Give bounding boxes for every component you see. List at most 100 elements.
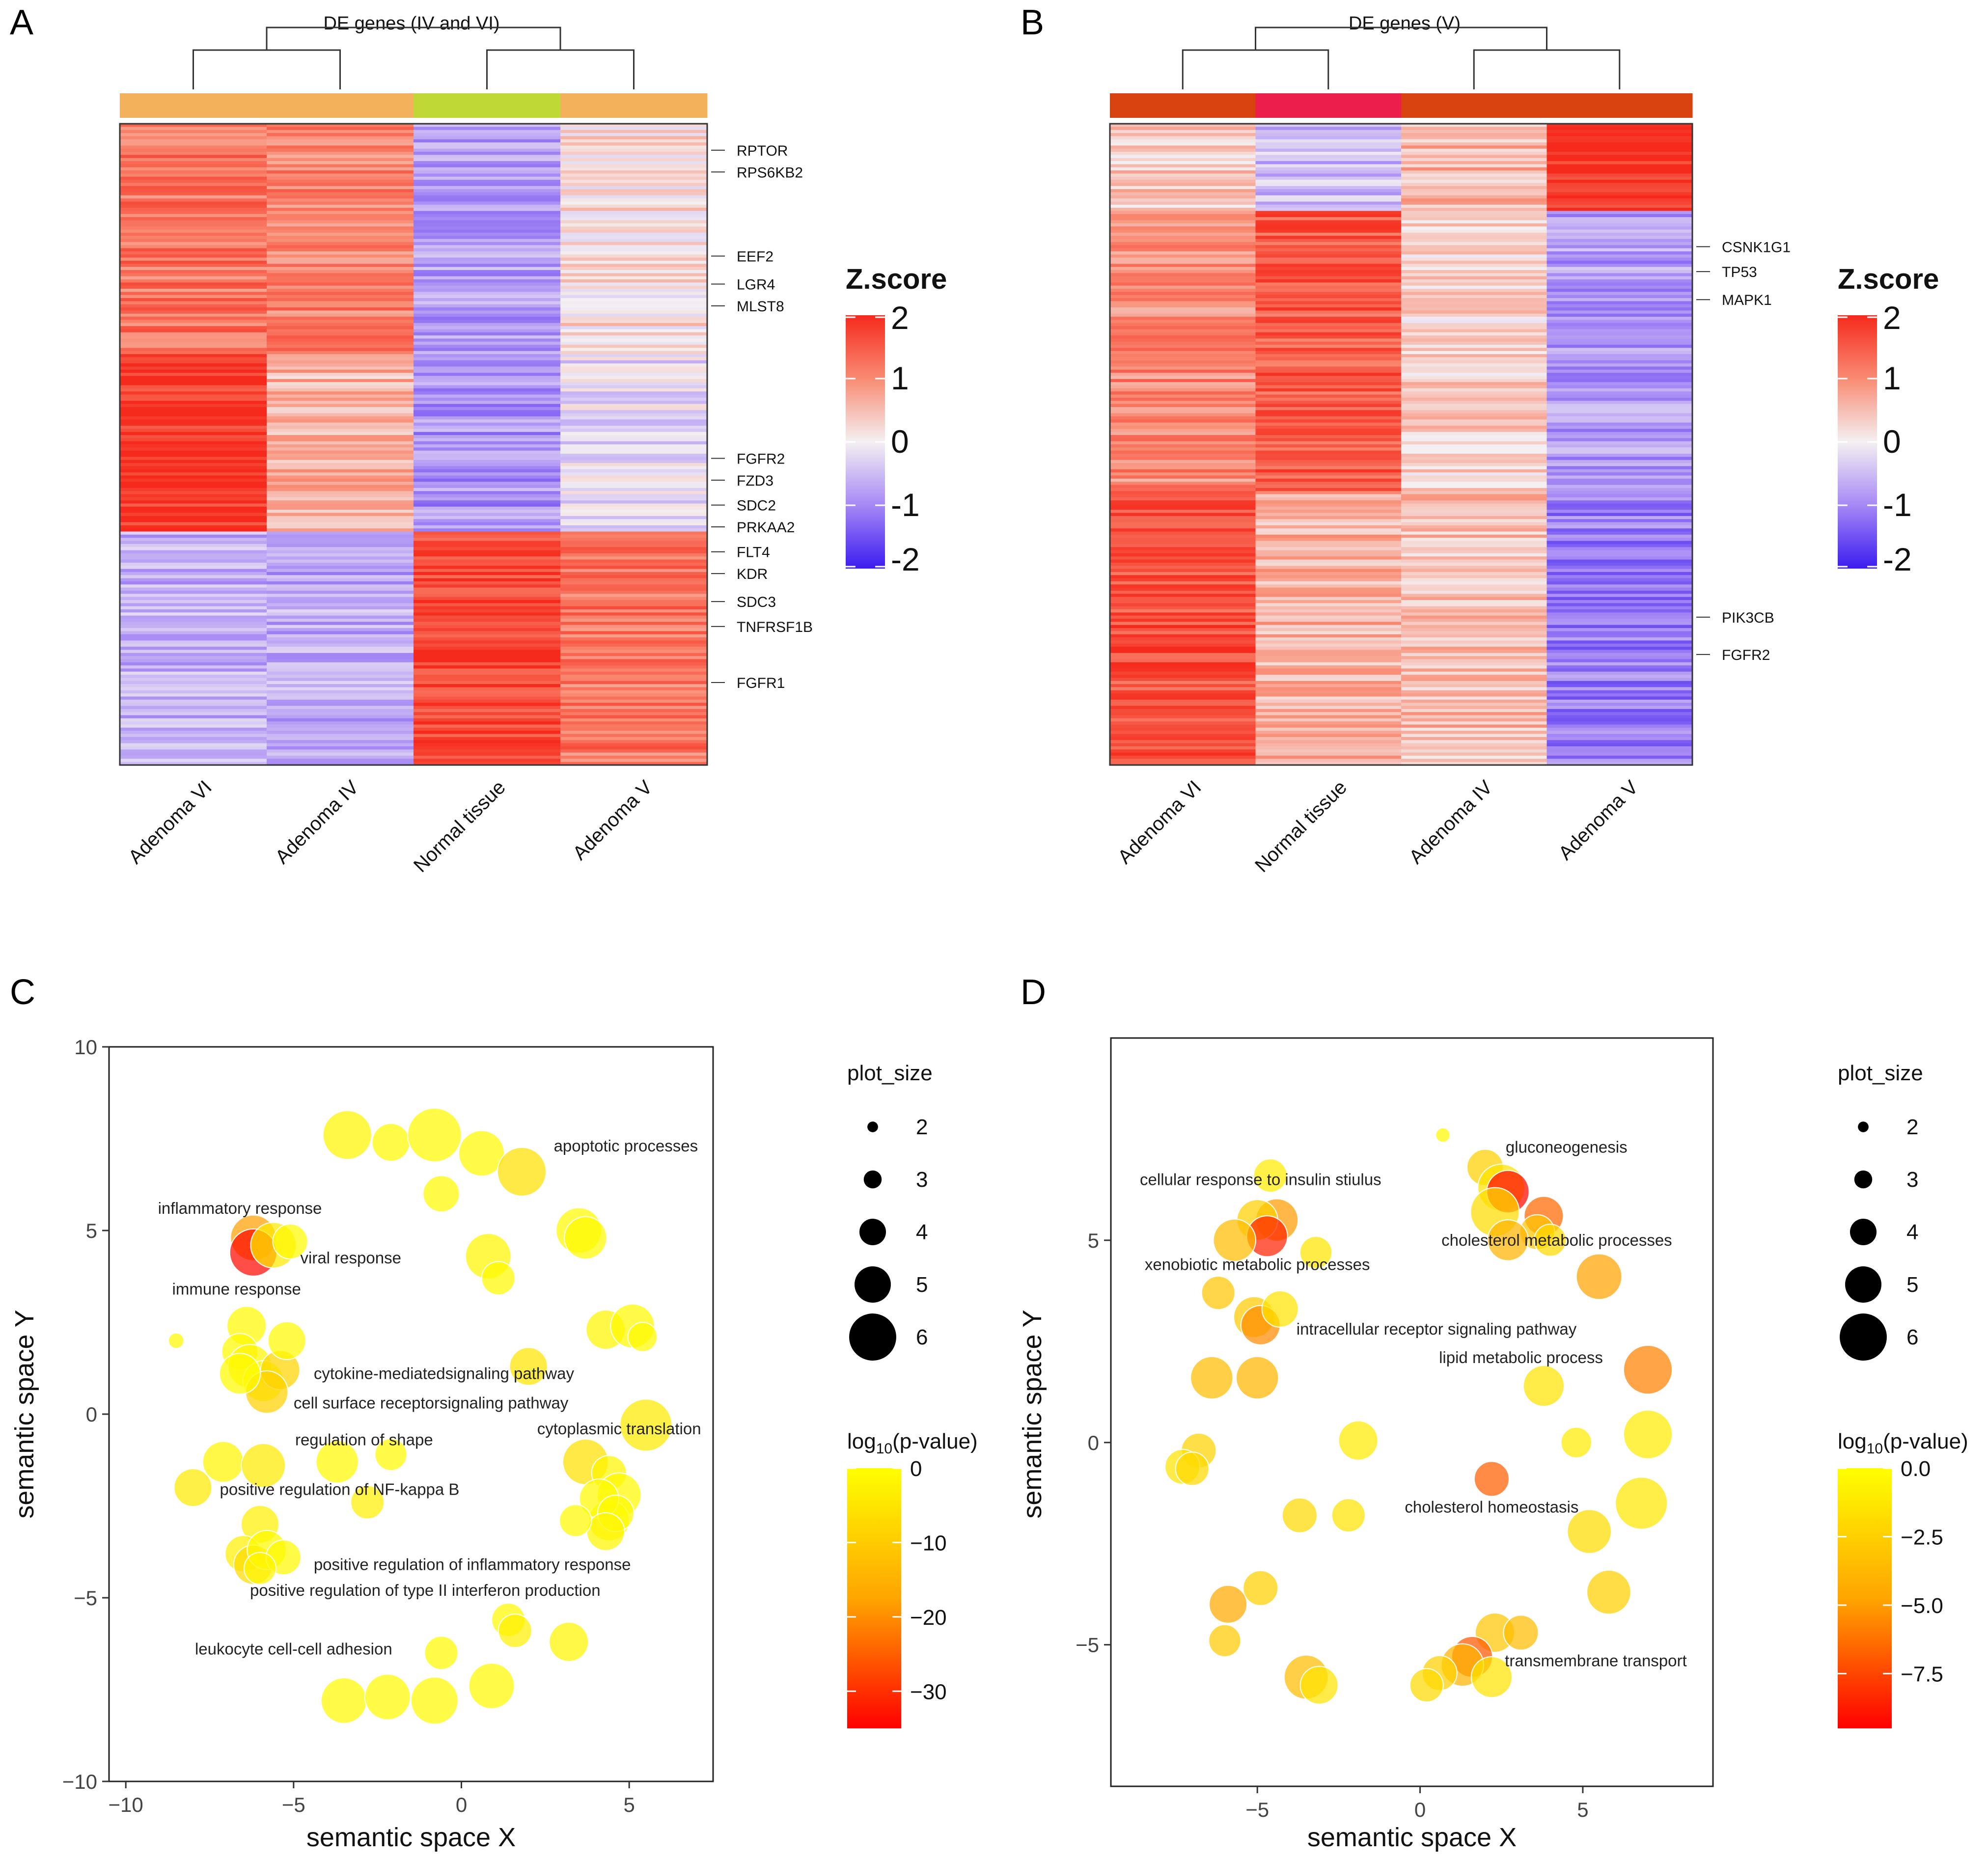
heatmap-a-cell — [120, 497, 267, 501]
heatmap-a-cell — [120, 248, 267, 252]
heatmap-b-cell — [1546, 373, 1693, 377]
heatmap-a-cell — [414, 208, 561, 212]
legend-tick-label: 0 — [1883, 423, 1901, 460]
heatmap-a-cell — [560, 341, 708, 345]
heatmap-b-cell — [1546, 668, 1693, 672]
heatmap-a-cell — [414, 310, 561, 314]
heatmap-b-cell — [1255, 460, 1402, 464]
heatmap-a-cell — [120, 724, 267, 728]
heatmap-a-cell — [267, 248, 414, 252]
heatmap-a-cell — [120, 180, 267, 184]
heatmap-b-cell — [1401, 749, 1547, 753]
heatmap-a-cell — [560, 569, 708, 573]
heatmap-b-cell — [1401, 606, 1547, 610]
heatmap-a-cell — [267, 441, 414, 445]
heatmap-a-cell — [120, 373, 267, 377]
legend-tick-label: 1 — [1883, 360, 1901, 396]
gene-label: KDR — [737, 566, 768, 582]
heatmap-b-group-bar-segment — [1255, 93, 1402, 118]
heatmap-b-cell — [1110, 223, 1256, 227]
heatmap-b-cell — [1255, 320, 1402, 324]
heatmap-a-cell — [560, 513, 708, 517]
heatmap-b-cell — [1401, 376, 1547, 380]
heatmap-a-cell — [560, 538, 708, 542]
heatmap-a-cell — [267, 718, 414, 722]
heatmap-a-cell — [560, 438, 708, 442]
heatmap-a-cell — [414, 712, 561, 716]
go-term-point — [1473, 1461, 1510, 1497]
heatmap-b-cell — [1110, 578, 1256, 582]
heatmap-b-cell — [1110, 631, 1256, 635]
heatmap-b-cell — [1110, 528, 1256, 532]
heatmap-a-cell — [414, 594, 561, 598]
heatmap-a-cell — [120, 584, 267, 588]
heatmap-a-cell — [560, 584, 708, 588]
heatmap-b-cell — [1255, 130, 1402, 134]
heatmap-a-cell — [267, 444, 414, 448]
heatmap-a-cell — [414, 373, 561, 377]
heatmap-a-cell — [267, 547, 414, 551]
heatmap-b-cell — [1110, 690, 1256, 694]
heatmap-b-cell — [1546, 279, 1693, 283]
heatmap-a-cell — [267, 516, 414, 519]
heatmap-a-cell — [560, 304, 708, 308]
heatmap-a-cell — [120, 615, 267, 619]
size-legend-label: 2 — [1906, 1115, 1918, 1139]
heatmap-b-cell — [1110, 313, 1256, 317]
heatmap-b-cell — [1255, 503, 1402, 507]
heatmap-a-cell — [414, 245, 561, 249]
heatmap-b-cell — [1546, 587, 1693, 591]
heatmap-a-cell — [267, 544, 414, 547]
heatmap-b-cell — [1546, 759, 1693, 763]
heatmap-a-cell — [560, 124, 708, 127]
heatmap-a-cell — [560, 752, 708, 756]
heatmap-a-cell — [414, 313, 561, 317]
heatmap-a-cell — [414, 158, 561, 162]
heatmap-a-cell — [120, 513, 267, 517]
heatmap-a-cell — [120, 382, 267, 386]
heatmap-b-cell — [1401, 229, 1547, 233]
heatmap-a-cell — [267, 647, 414, 651]
heatmap-a-cell — [120, 550, 267, 554]
heatmap-b-cell — [1401, 139, 1547, 143]
heatmap-b-cell — [1110, 332, 1256, 336]
go-term-point — [1586, 1569, 1631, 1615]
heatmap-a-cell — [267, 351, 414, 355]
heatmap-b-cell — [1110, 239, 1256, 243]
heatmap-a-cell — [560, 407, 708, 410]
heatmap-b-cell — [1255, 326, 1402, 330]
heatmap-b-cell — [1255, 167, 1402, 171]
heatmap-a-cell — [120, 217, 267, 221]
heatmap-a-cell — [560, 609, 708, 613]
heatmap-a-cell — [414, 239, 561, 243]
heatmap-b-cell — [1110, 500, 1256, 504]
heatmap-b-cell — [1401, 264, 1547, 268]
heatmap-a-cell — [560, 671, 708, 675]
heatmap-a-cell — [560, 170, 708, 174]
go-term-point — [1560, 1426, 1592, 1459]
heatmap-b-cell — [1546, 721, 1693, 725]
heatmap-b-cell — [1546, 566, 1693, 570]
heatmap-a-cell — [267, 581, 414, 585]
go-term-point — [586, 1512, 625, 1551]
heatmap-b-cell — [1255, 313, 1402, 317]
heatmap-a-cell — [120, 547, 267, 551]
heatmap-b-cell — [1401, 425, 1547, 429]
heatmap-b-cell — [1401, 357, 1547, 361]
heatmap-a-cell — [120, 690, 267, 694]
heatmap-a-cell — [414, 472, 561, 476]
heatmap-a-cell — [120, 494, 267, 498]
heatmap-b-cell — [1401, 494, 1547, 498]
heatmap-a-cell — [414, 622, 561, 626]
heatmap-a-cell — [120, 447, 267, 451]
heatmap-b-cell — [1546, 397, 1693, 401]
heatmap-a-cell — [560, 410, 708, 414]
heatmap-b-cell — [1401, 260, 1547, 264]
heatmap-b-cell — [1546, 170, 1693, 174]
heatmap-a-cell — [560, 762, 708, 765]
heatmap-b-cell — [1110, 681, 1256, 684]
heatmap-b-cell — [1401, 544, 1547, 547]
heatmap-a-cell — [414, 469, 561, 473]
gene-label: RPTOR — [737, 143, 788, 159]
heatmap-b-cell — [1546, 696, 1693, 700]
